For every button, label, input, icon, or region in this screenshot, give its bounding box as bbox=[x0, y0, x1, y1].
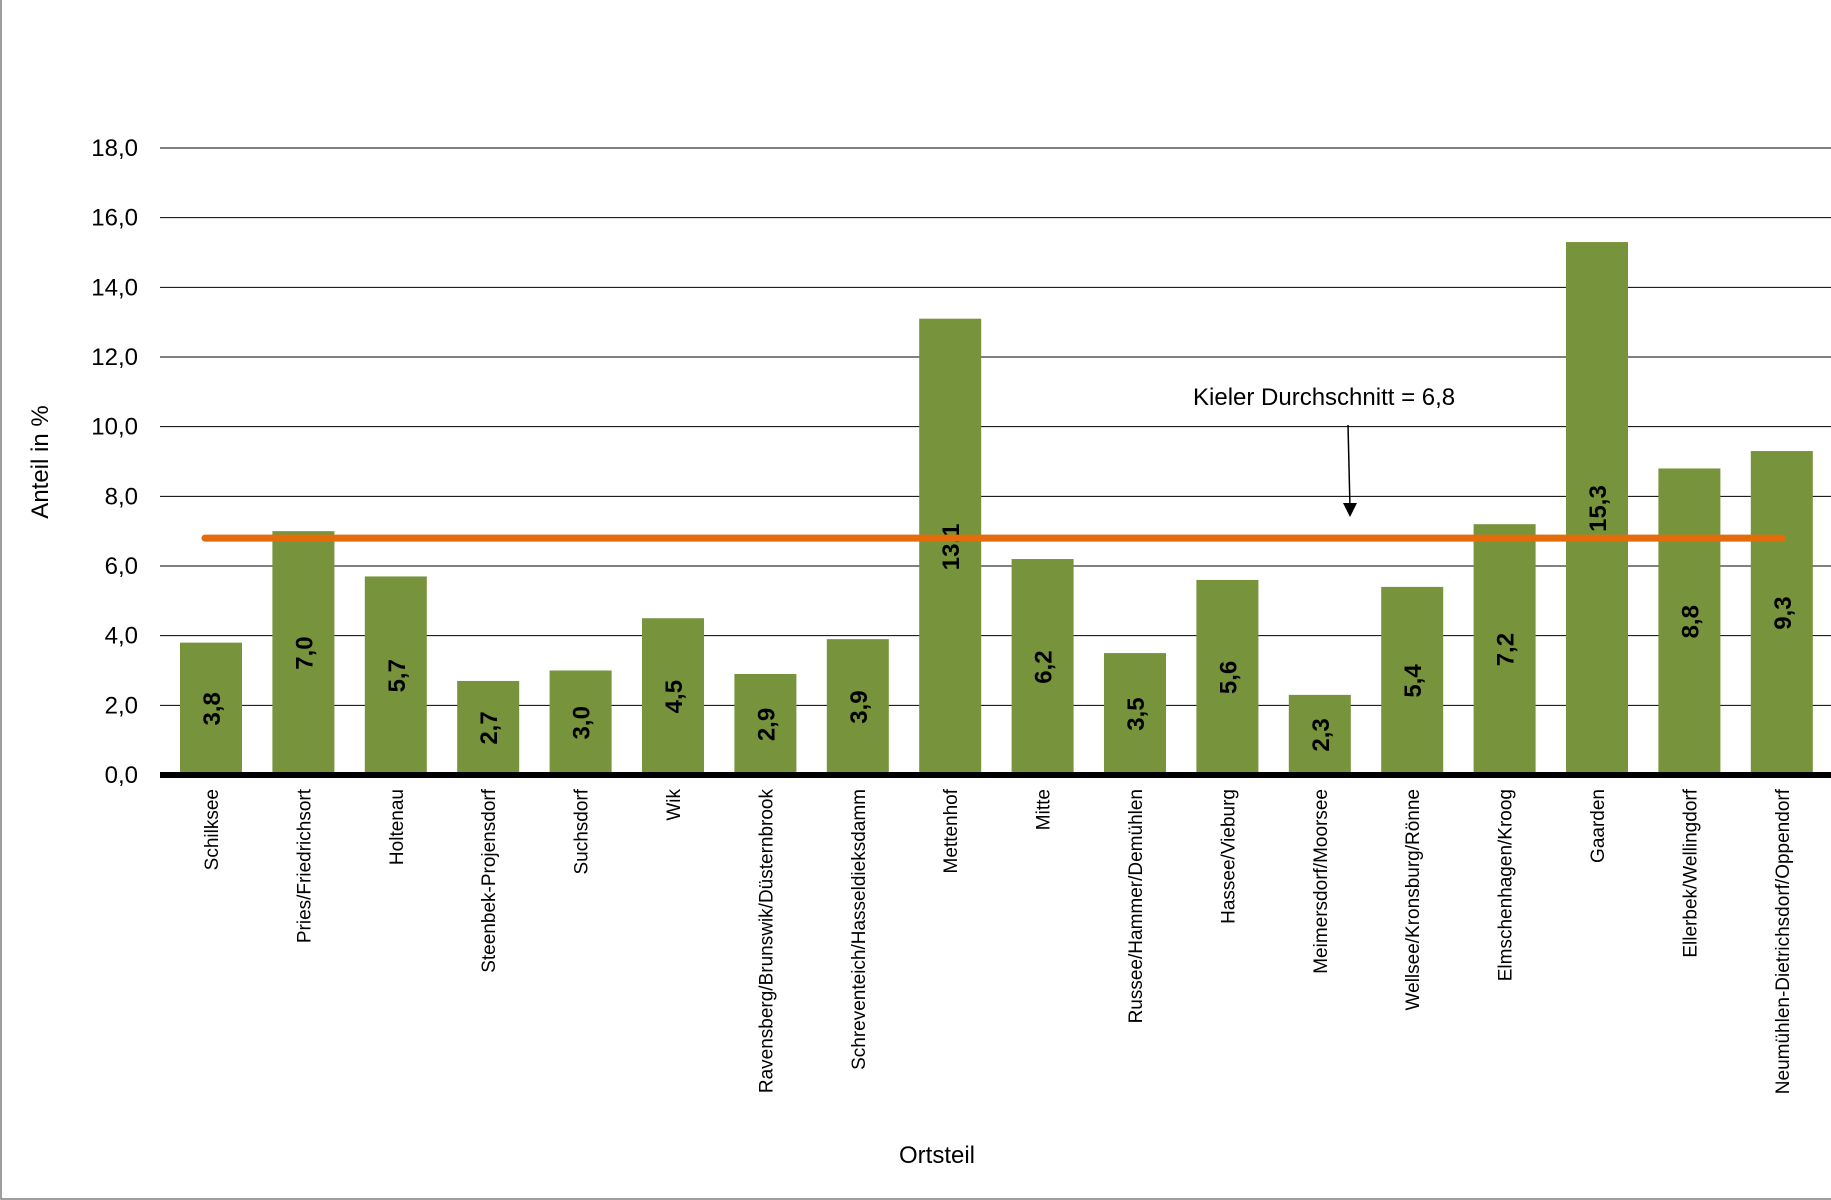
y-tick-label: 2,0 bbox=[105, 692, 138, 719]
bar bbox=[549, 670, 612, 775]
x-tick-label: Elmschenhagen/Kroog bbox=[1496, 789, 1517, 981]
average-annotation: Kieler Durchschnitt = 6,8 bbox=[1193, 384, 1455, 411]
bar bbox=[1658, 468, 1721, 775]
x-tick-label: Hassee/Vieburg bbox=[1218, 789, 1239, 924]
x-tick-label: Mettenhof bbox=[941, 788, 962, 873]
x-tick-label: Meimersdorf/Moorsee bbox=[1311, 789, 1332, 974]
annotation-arrow-line bbox=[1347, 424, 1351, 509]
data-label: 13,1 bbox=[938, 523, 965, 570]
y-tick-labels: 0,0 2,0 4,0 6,0 8,0 10,0 12,0 14,0 16,0 18,0 bbox=[91, 135, 138, 789]
bar bbox=[1473, 524, 1536, 775]
x-tick-label: Wik bbox=[664, 789, 685, 821]
data-label: 9,3 bbox=[1770, 596, 1797, 629]
x-tick-label: Pries/Friedrichsort bbox=[294, 788, 315, 943]
gridlines bbox=[160, 147, 1831, 706]
bar bbox=[1288, 694, 1351, 775]
y-tick-label: 16,0 bbox=[91, 205, 138, 232]
y-tick-label: 0,0 bbox=[105, 762, 138, 789]
y-tick-label: 8,0 bbox=[105, 483, 138, 510]
y-tick-label: 18,0 bbox=[91, 135, 138, 162]
data-label: 6,2 bbox=[1031, 650, 1058, 683]
data-label: 5,4 bbox=[1400, 664, 1427, 698]
data-label: 4,5 bbox=[661, 680, 688, 713]
x-tick-label: Suchsdorf bbox=[572, 788, 593, 874]
y-tick-label: 10,0 bbox=[91, 414, 138, 441]
data-label: 3,0 bbox=[569, 706, 596, 739]
x-tick-label: Mitte bbox=[1034, 789, 1055, 830]
reference-line-group: Kieler Durchschnitt = 6,8 bbox=[201, 384, 1786, 542]
x-tick-labels: Schilksee Pries/Friedrichsort Holtenau Stee… bbox=[202, 788, 1794, 1094]
bar bbox=[1381, 586, 1444, 775]
bar bbox=[1104, 653, 1166, 775]
data-label: 8,8 bbox=[1677, 605, 1704, 638]
data-labels: 3,8 7,0 5,7 2,7 3,0 4,5 2,9 3,9 13,1 6,2 3,5 5,6 2,3… bbox=[199, 485, 1797, 751]
x-tick-label: Gaarden bbox=[1588, 789, 1609, 863]
data-label: 2,9 bbox=[753, 708, 780, 741]
bar bbox=[364, 576, 427, 775]
data-label: 5,7 bbox=[384, 659, 411, 692]
x-axis-title: Ortsteil bbox=[899, 1142, 975, 1169]
annotation-arrow-head bbox=[1343, 503, 1357, 517]
bar bbox=[180, 642, 242, 775]
data-label: 3,5 bbox=[1123, 697, 1150, 730]
data-label: 7,0 bbox=[291, 636, 318, 669]
x-tick-label: Wellsee/Kronsburg/Rönne bbox=[1403, 789, 1424, 1010]
bar bbox=[826, 639, 889, 775]
y-tick-label: 6,0 bbox=[105, 553, 138, 580]
data-label: 7,2 bbox=[1493, 633, 1520, 666]
bars bbox=[180, 242, 1813, 776]
bar bbox=[642, 618, 704, 775]
x-tick-label: Steenbek-Projensdorf bbox=[479, 788, 500, 972]
x-tick-label: Neumühlen-Dietrichsdorf/Oppendorf bbox=[1773, 788, 1794, 1094]
bar bbox=[1196, 579, 1259, 775]
x-tick-label: Ellerbek/Wellingdorf bbox=[1680, 788, 1701, 957]
data-label: 3,8 bbox=[199, 692, 226, 725]
bar bbox=[1011, 559, 1074, 775]
x-tick-label: Russee/Hammer/Demühlen bbox=[1126, 789, 1147, 1023]
x-tick-label: Schilksee bbox=[202, 789, 223, 870]
data-label: 2,3 bbox=[1308, 718, 1335, 751]
y-tick-label: 4,0 bbox=[105, 623, 138, 650]
y-axis-title: Anteil in % bbox=[27, 405, 54, 518]
y-tick-label: 12,0 bbox=[91, 344, 138, 371]
x-tick-label: Schreventeich/Hasseldieksdamm bbox=[849, 789, 870, 1070]
bar bbox=[919, 318, 982, 775]
y-tick-label: 14,0 bbox=[91, 274, 138, 301]
data-label: 2,7 bbox=[476, 711, 503, 744]
bar bbox=[1750, 451, 1813, 775]
data-label: 5,6 bbox=[1215, 661, 1242, 694]
data-label: 15,3 bbox=[1585, 485, 1612, 532]
bar bbox=[734, 673, 797, 775]
bar bbox=[457, 680, 520, 775]
bar bbox=[272, 531, 335, 775]
bar bbox=[1566, 242, 1628, 776]
x-tick-label: Ravensberg/Brunswik/Düsternbrook bbox=[756, 789, 777, 1094]
x-tick-label: Holtenau bbox=[387, 789, 408, 865]
data-label: 3,9 bbox=[846, 690, 873, 723]
